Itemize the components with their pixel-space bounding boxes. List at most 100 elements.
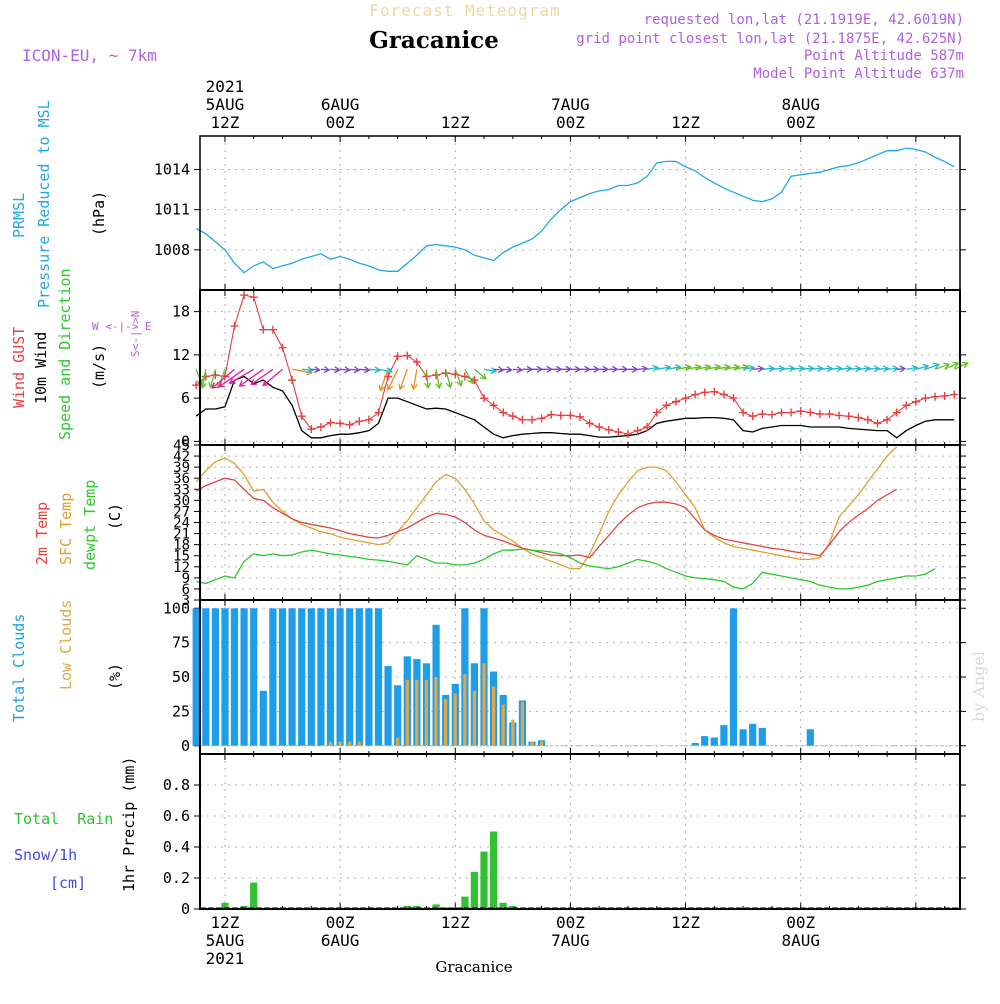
rain-bar — [240, 905, 248, 909]
total-cloud-bar — [221, 608, 229, 746]
rain-bar — [461, 896, 469, 909]
wind-arrow — [208, 369, 217, 389]
bottom-time-label: 12Z — [671, 913, 700, 932]
wind-gust-series — [195, 294, 955, 435]
gust-marker — [729, 394, 738, 403]
gust-marker — [700, 388, 709, 397]
gust-marker — [854, 413, 863, 422]
wind-arrow — [340, 366, 351, 374]
low-clouds-label: Low Clouds — [57, 600, 75, 690]
panel-4: 0 25 50 75 100 — [163, 599, 966, 755]
bottom-time-label: 8AUG — [781, 931, 820, 950]
total-cloud-bar — [394, 685, 402, 746]
y-tick-label: 6 — [181, 389, 190, 407]
total-cloud-bar — [288, 608, 296, 746]
wind-arrow — [410, 369, 418, 391]
total-cloud-bar — [230, 608, 239, 746]
low-cloud-bar — [540, 741, 544, 746]
total-cloud-bar — [250, 608, 258, 746]
wind-arrow — [934, 362, 951, 370]
gust-marker — [604, 425, 613, 434]
y-tick-label: 50 — [172, 668, 190, 686]
compass-ns: S<-|->N — [129, 311, 142, 357]
low-cloud-bar — [511, 719, 515, 746]
wind-arrow — [473, 368, 487, 380]
gust-marker — [585, 419, 594, 428]
pressure-series — [195, 147, 955, 274]
wind-arrow — [944, 361, 960, 370]
bottom-time-label: 12Z — [210, 913, 239, 932]
gust-marker — [681, 394, 690, 403]
bottom-time-label: 12Z — [441, 913, 470, 932]
wind-arrow — [618, 365, 629, 373]
panel-1: 1008 1011 1014 — [154, 135, 966, 291]
gust-marker — [518, 415, 527, 424]
y-tick-label: 45 — [173, 438, 190, 454]
total-cloud-bar — [192, 608, 200, 746]
temp-sfc-label: SFC Temp — [57, 493, 75, 565]
total-cloud-bar — [701, 736, 709, 746]
gust-marker — [739, 408, 748, 417]
snow-label: Snow/1h — [14, 846, 77, 864]
gust-marker — [825, 410, 834, 418]
gust-marker — [931, 392, 940, 401]
panel-frame — [199, 753, 961, 910]
wind-10m-series — [195, 375, 955, 439]
wind-gust-label: Wind GUST — [10, 327, 28, 408]
gust-marker — [873, 419, 882, 428]
total-cloud-bar — [720, 725, 728, 746]
gust-marker — [201, 372, 210, 381]
low-cloud-bar — [424, 679, 428, 746]
y-tick-label: 42 — [173, 449, 190, 465]
y-tick-label: 15 — [173, 549, 190, 565]
wind-arrow — [877, 365, 890, 373]
low-cloud-bar — [357, 741, 361, 746]
forecast-title: Forecast Meteogram — [369, 1, 560, 20]
y-tick-label: 0 — [181, 900, 190, 918]
rain-bar — [490, 831, 498, 909]
wind-arrow — [483, 367, 498, 375]
top-time-label: 2021 — [206, 77, 245, 96]
low-cloud-bar — [501, 704, 505, 746]
gust-marker — [671, 397, 680, 406]
low-cloud-bar — [530, 741, 534, 746]
gust-marker — [767, 410, 776, 419]
gust-marker — [345, 420, 354, 429]
total-cloud-bar — [259, 690, 267, 746]
precip-labels: Total Rain Snow/1h [cm] 1hr Precip (mm) — [14, 757, 138, 892]
point-altitude: Point Altitude 587m — [804, 48, 964, 64]
wind-arrow — [848, 365, 862, 373]
y-tick-label: 1008 — [154, 241, 190, 259]
wind-arrow — [819, 365, 834, 373]
wind-arrow — [311, 366, 321, 374]
total-cloud-bar — [211, 608, 219, 746]
watermark: by Angel — [969, 651, 988, 722]
total-rain-label: Total Rain — [14, 810, 113, 828]
gust-marker — [537, 414, 546, 423]
wind-arrow — [349, 366, 361, 374]
gust-marker — [499, 408, 508, 417]
temp-dewpt-label: dewpt Temp — [81, 480, 99, 570]
gust-marker — [489, 401, 498, 410]
cloud-labels: Total Clouds Low Clouds (%) — [10, 600, 124, 722]
temp-labels: 2m Temp SFC Temp dewpt Temp (C) — [33, 480, 124, 570]
rain-bar — [499, 902, 507, 909]
gust-marker — [777, 408, 786, 417]
wind-arrow — [925, 362, 941, 370]
gust-marker — [863, 415, 872, 424]
gust-marker — [528, 415, 537, 424]
wind-arrow — [320, 366, 331, 374]
prmsl-label: PRMSL — [10, 193, 28, 238]
gust-marker — [921, 394, 930, 403]
total-cloud-bar — [240, 608, 248, 746]
gust-marker — [950, 390, 959, 399]
y-tick-label: 25 — [172, 702, 190, 720]
y-tick-label: 24 — [173, 516, 190, 532]
total-cloud-bar — [374, 608, 383, 746]
top-time-label: 7AUG — [551, 95, 590, 114]
total-cloud-bar — [384, 666, 392, 746]
location-title: Gracanice — [369, 27, 499, 54]
wind-arrow — [368, 366, 381, 374]
gust-marker — [268, 325, 277, 334]
